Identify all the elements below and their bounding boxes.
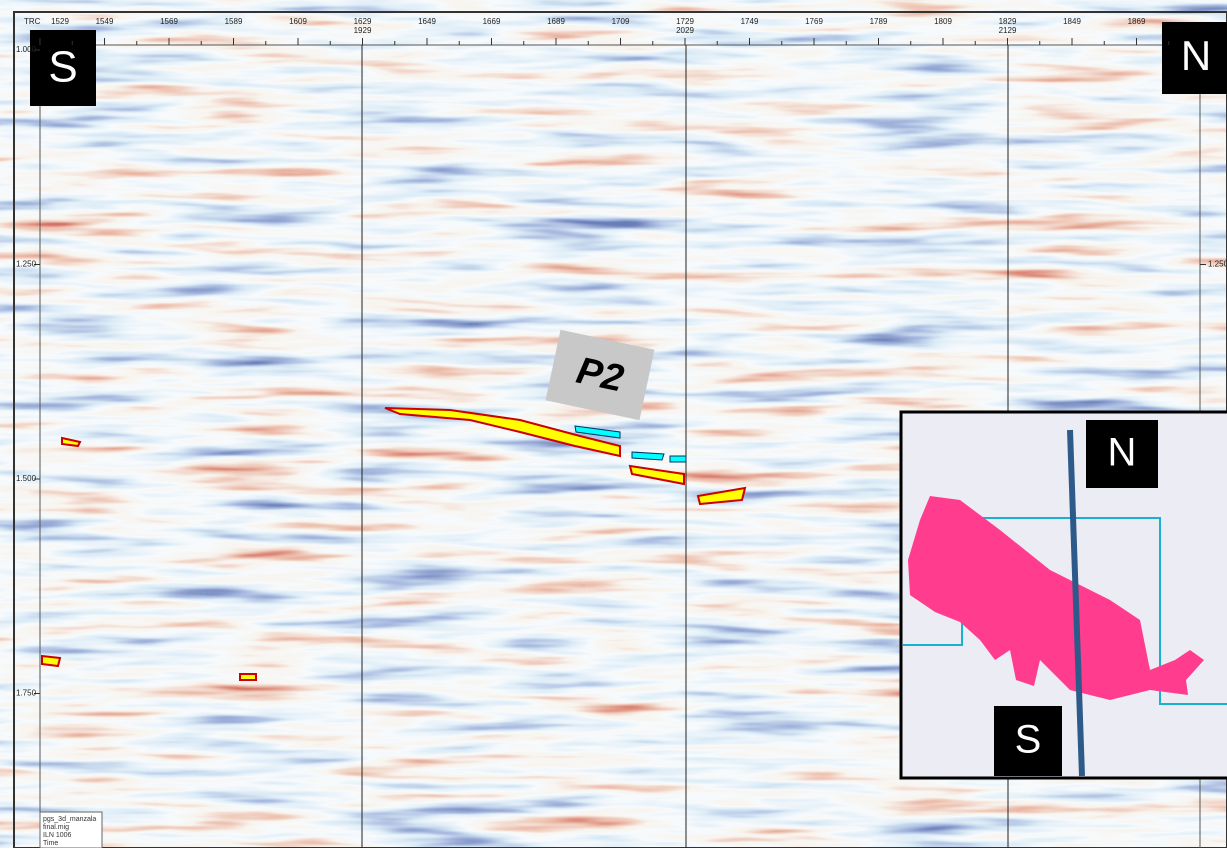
top-tick-label: 1569 [160,17,178,26]
top-tick-label: 1589 [225,17,243,26]
right-tick-label: 1.250 [1208,260,1227,269]
inset-south-label: S [1015,718,1042,762]
top-axis-name: TRC [24,17,41,26]
top-tick-label-2: 2129 [999,26,1017,35]
top-tick-label-2: 2029 [676,26,694,35]
top-tick-label: 1649 [418,17,436,26]
info-line: pgs_3d_manzala [43,816,96,823]
top-tick-label-2: 1929 [354,26,372,35]
south-label: S [48,43,77,92]
info-line: ILN 1006 [43,832,72,839]
top-tick-label: 1769 [805,17,823,26]
top-tick-label: 1529 [51,17,69,26]
inset-map: N S [901,412,1227,778]
top-tick-label: 1789 [870,17,888,26]
top-tick-label: 1729 [676,17,694,26]
top-tick-label: 1709 [612,17,630,26]
top-tick-label: 1609 [289,17,307,26]
top-tick-label: 1669 [483,17,501,26]
info-line: Time [43,840,58,847]
top-tick-label: 1629 [354,17,372,26]
screenshot: S N P2 pgs_3d_manzalafinal.migILN 1006Ti… [0,0,1227,848]
left-tick-label: 1.500 [16,474,37,483]
top-tick-label: 1689 [547,17,565,26]
top-tick-label: 1869 [1128,17,1146,26]
north-label: N [1181,32,1211,79]
top-tick-label: 1829 [999,17,1017,26]
top-tick-label: 1549 [96,17,114,26]
left-tick-label: 1.000 [16,45,37,54]
top-tick-label: 1849 [1063,17,1081,26]
left-tick-label: 1.250 [16,260,37,269]
top-tick-label: 1809 [934,17,952,26]
inset-north-label: N [1108,431,1137,475]
left-tick-label: 1.750 [16,689,37,698]
info-line: final.mig [43,824,69,831]
top-tick-label: 1749 [741,17,759,26]
